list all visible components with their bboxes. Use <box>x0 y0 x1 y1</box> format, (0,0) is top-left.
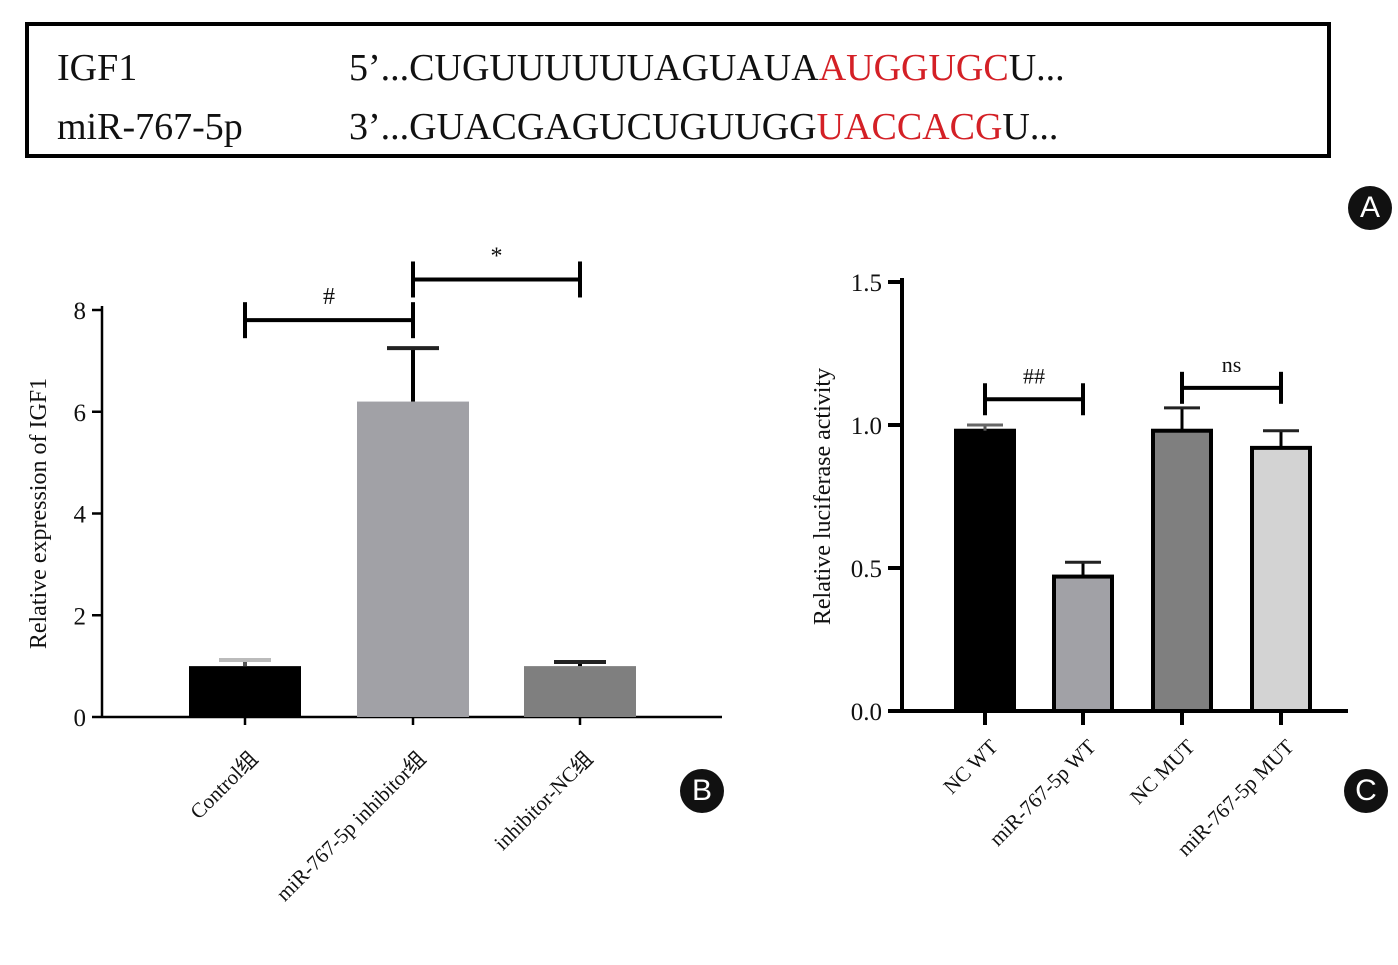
category-label: NC MUT <box>1125 734 1199 808</box>
y-tick-label: 0.0 <box>851 699 882 726</box>
y-tick-label: 1.5 <box>851 270 882 297</box>
category-label: NC WT <box>938 734 1002 798</box>
sequence-prefix: 5’...CUGUUUUUUAGUAUA <box>349 47 819 89</box>
panel-label-c: C <box>1344 769 1388 813</box>
bar <box>524 666 636 717</box>
category-label: miR-767-5p inhibitor组 <box>271 747 430 906</box>
y-tick-label: 4 <box>74 502 87 529</box>
sequence-name: miR-767-5p <box>57 106 243 148</box>
y-axis-label: Relative luciferase activity <box>810 368 836 625</box>
category-label: inhibitor-NC组 <box>489 747 597 855</box>
significance-label: # <box>323 284 335 310</box>
y-tick-label: 6 <box>74 400 87 427</box>
panel-label-b: B <box>680 769 724 813</box>
significance-label: ## <box>1023 363 1045 388</box>
sequence-suffix: U... <box>1002 106 1059 148</box>
significance-label: ns <box>1222 352 1242 377</box>
panel-label-a: A <box>1348 186 1392 230</box>
sequence-suffix: U... <box>1008 47 1065 89</box>
y-axis-label: Relative expression of IGF1 <box>26 378 52 649</box>
bar <box>954 428 1016 713</box>
y-tick-label: 1.0 <box>851 413 882 440</box>
bar <box>189 666 301 717</box>
y-tick-label: 2 <box>74 603 87 630</box>
sequence-name: IGF1 <box>57 47 138 89</box>
y-tick-label: 0.5 <box>851 556 882 583</box>
igf1-sequence-row: IGF1 5’...CUGUUUUUUAGUAUAAUGGUGCU... <box>57 48 1065 88</box>
bar <box>1151 428 1213 713</box>
significance-label: * <box>491 243 503 269</box>
y-tick-label: 8 <box>74 298 87 325</box>
binding-site-highlight: AUGGUGC <box>818 47 1009 89</box>
bar <box>1250 445 1312 713</box>
sequence-alignment-box: IGF1 5’...CUGUUUUUUAGUAUAAUGGUGCU... miR-… <box>25 22 1331 158</box>
category-label: Control组 <box>185 747 262 824</box>
y-tick-label: 0 <box>74 705 87 732</box>
mir-sequence-row: miR-767-5p 3’...GUACGAGUCUGUUGGUACCACGU..… <box>57 107 1058 147</box>
sequence-prefix: 3’...GUACGAGUCUGUUGG <box>349 106 817 148</box>
binding-site-highlight: UACCACG <box>816 106 1003 148</box>
bar <box>1052 574 1114 714</box>
bar <box>357 401 469 717</box>
